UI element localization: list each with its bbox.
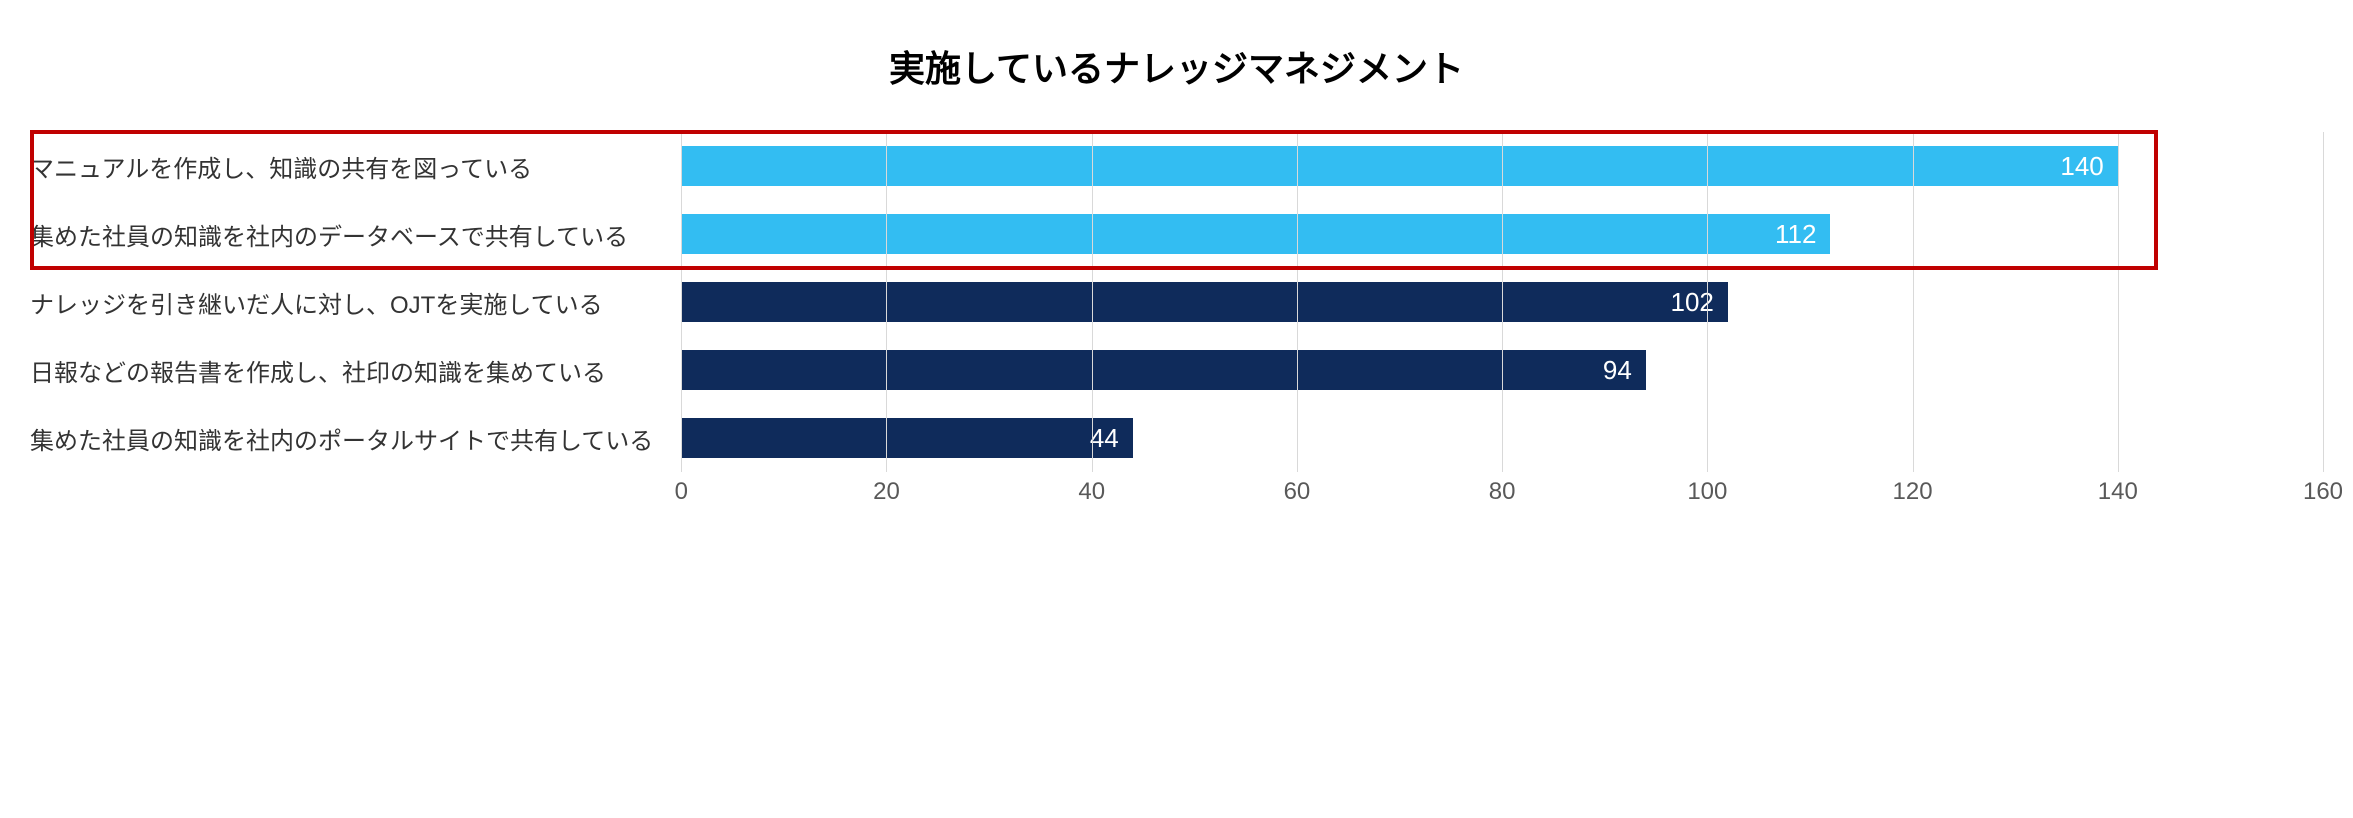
x-tick-label: 40 — [1078, 478, 1105, 506]
gridline — [1092, 132, 1093, 472]
chart-title: 実施しているナレッジマネジメント — [30, 40, 2323, 92]
bars-column: 140 112 102 94 — [681, 132, 2323, 518]
x-tick-label: 60 — [1284, 478, 1311, 506]
bar: 102 — [681, 282, 1728, 322]
category-label: 集めた社員の知識を社内のポータルサイトで共有している — [30, 421, 681, 456]
bar: 140 — [681, 146, 2118, 186]
gridline — [1297, 132, 1298, 472]
bar-value-label: 94 — [1603, 355, 1632, 386]
bar-value-label: 112 — [1775, 219, 1816, 250]
gridline — [886, 132, 887, 472]
x-tick-label: 100 — [1687, 478, 1727, 506]
gridline — [1913, 132, 1914, 472]
chart-container: 実施しているナレッジマネジメント マニュアルを作成し、知識の共有を図っている 集… — [30, 40, 2323, 518]
bar-value-label: 140 — [2060, 151, 2103, 182]
plot-area: 140 112 102 94 — [681, 132, 2323, 472]
gridline — [2118, 132, 2119, 472]
gridline — [2323, 132, 2324, 472]
category-label: マニュアルを作成し、知識の共有を図っている — [30, 149, 560, 184]
gridline — [1502, 132, 1503, 472]
chart-body: マニュアルを作成し、知識の共有を図っている 集めた社員の知識を社内のデータベース… — [30, 132, 2323, 518]
x-tick-label: 0 — [675, 478, 688, 506]
x-tick-label: 20 — [873, 478, 900, 506]
category-label: ナレッジを引き継いだ人に対し、OJTを実施している — [30, 285, 631, 320]
x-axis: 回答数（件） 020406080100120140160 — [681, 478, 2323, 518]
gridline — [681, 132, 682, 472]
bar-value-label: 44 — [1090, 423, 1119, 454]
x-tick-label: 80 — [1489, 478, 1516, 506]
bar: 94 — [681, 350, 1646, 390]
category-labels-column: マニュアルを作成し、知識の共有を図っている 集めた社員の知識を社内のデータベース… — [30, 132, 681, 518]
gridline — [1707, 132, 1708, 472]
bar: 44 — [681, 418, 1132, 458]
category-label: 日報などの報告書を作成し、社印の知識を集めている — [30, 353, 634, 388]
x-tick-label: 120 — [1893, 478, 1933, 506]
x-tick-label: 140 — [2098, 478, 2138, 506]
x-tick-label: 160 — [2303, 478, 2343, 506]
bar: 112 — [681, 214, 1830, 254]
category-label: 集めた社員の知識を社内のデータベースで共有している — [30, 217, 656, 252]
